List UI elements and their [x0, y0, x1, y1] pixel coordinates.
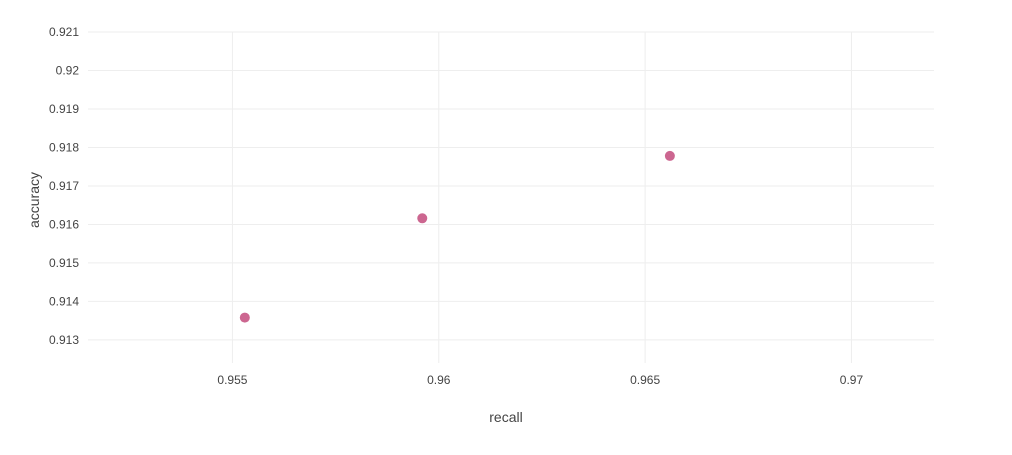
- x-axis-title: recall: [489, 409, 522, 425]
- y-tick-label: 0.914: [49, 294, 79, 308]
- y-gridlines: [88, 31, 934, 341]
- scatter-point[interactable]: [239, 312, 250, 323]
- x-axis-ticks: 0.955 0.96 0.965 0.97: [217, 373, 863, 387]
- y-tick-label: 0.92: [56, 63, 80, 77]
- data-points: [239, 150, 675, 323]
- y-tick-label: 0.917: [49, 179, 79, 193]
- y-axis-title: accuracy: [26, 172, 42, 228]
- x-tick-label: 0.96: [427, 373, 451, 387]
- x-tick-label: 0.955: [217, 373, 247, 387]
- x-tick-label: 0.97: [840, 373, 864, 387]
- y-tick-label: 0.918: [49, 140, 79, 154]
- x-gridlines: [231, 32, 852, 363]
- y-axis-ticks: 0.913 0.914 0.915 0.916 0.917 0.918 0.919 0.92 0…: [49, 25, 79, 347]
- y-tick-label: 0.913: [49, 333, 79, 347]
- x-tick-label: 0.965: [630, 373, 660, 387]
- scatter-point[interactable]: [664, 150, 675, 161]
- y-tick-label: 0.921: [49, 25, 79, 39]
- scatter-point[interactable]: [417, 213, 428, 224]
- y-tick-label: 0.916: [49, 217, 79, 231]
- y-tick-label: 0.915: [49, 256, 79, 270]
- y-tick-label: 0.919: [49, 102, 79, 116]
